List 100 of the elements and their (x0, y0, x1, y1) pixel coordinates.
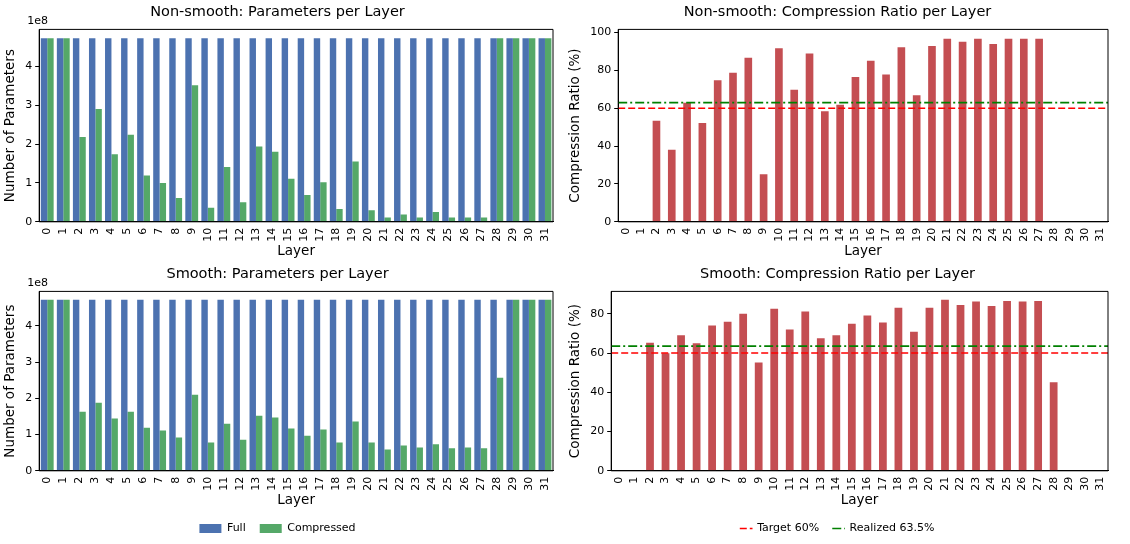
bar (255, 146, 263, 222)
x-tick-label: 19 (345, 227, 359, 242)
bar (40, 299, 48, 471)
bar (329, 299, 337, 471)
bar (63, 299, 70, 471)
x-tick-label: 5 (689, 476, 703, 484)
bar (95, 109, 102, 222)
bar (169, 299, 176, 471)
x-tick-label: 0 (611, 476, 625, 484)
bar (175, 437, 183, 471)
bar (223, 423, 231, 471)
x-tick-label: 11 (216, 476, 230, 491)
y-tick-label: 20 (590, 424, 605, 438)
bar (47, 299, 54, 471)
bar (111, 154, 118, 222)
bar (345, 38, 353, 222)
x-tick-label: 31 (1093, 227, 1107, 242)
x-tick-label: 8 (736, 476, 750, 484)
x-tick-label: 3 (88, 227, 102, 235)
bar (281, 299, 289, 471)
bar (847, 323, 856, 471)
bar (207, 207, 215, 222)
x-tick-label: 4 (104, 227, 118, 235)
x-tick-label: 6 (710, 227, 724, 235)
bar (754, 362, 763, 471)
bar (801, 311, 810, 471)
bar (474, 299, 481, 471)
bar (836, 104, 844, 222)
y-tick-label: 3 (25, 98, 33, 112)
x-tick-label: 17 (875, 476, 889, 491)
bar (943, 38, 952, 222)
bar (255, 415, 263, 471)
y-tick-label: 4 (25, 59, 33, 73)
x-tick-label: 14 (264, 227, 278, 242)
x-tick-label: 9 (184, 476, 198, 484)
x-tick-label: 21 (377, 227, 391, 242)
bar (377, 299, 385, 471)
bar (544, 299, 552, 471)
bar (400, 445, 407, 471)
x-tick-label: 8 (741, 227, 755, 235)
x-tick-label: 30 (1077, 476, 1091, 491)
y-tick-label: 3 (25, 354, 33, 368)
x-tick-label: 28 (489, 227, 503, 242)
bar (480, 448, 488, 471)
bar (816, 338, 825, 471)
bar (683, 102, 691, 222)
x-tick-label: 30 (1077, 227, 1091, 242)
x-tick-label: 20 (924, 227, 938, 242)
bar (368, 210, 375, 222)
x-tick-label: 16 (296, 476, 310, 491)
bar (288, 428, 295, 471)
x-tick-label: 2 (649, 227, 663, 235)
x-tick-label: 9 (184, 227, 198, 235)
bar (528, 38, 536, 222)
bar (442, 38, 449, 222)
bar (368, 442, 375, 471)
x-tick-label: 27 (1031, 476, 1044, 491)
bar (863, 315, 872, 471)
x-tick-label: 3 (658, 476, 672, 484)
x-tick-label: 13 (813, 476, 827, 491)
bar (233, 299, 240, 471)
bar (713, 80, 722, 222)
x-tick-label: 21 (937, 476, 951, 491)
bar (723, 321, 732, 471)
bar (458, 299, 465, 471)
bar (677, 335, 685, 471)
x-tick-label: 12 (232, 476, 246, 491)
bar (95, 402, 102, 471)
y-tick-label: 1 (25, 175, 33, 189)
x-axis-title: Layer (277, 242, 316, 259)
x-tick-label: 26 (1016, 227, 1030, 242)
bar (137, 299, 144, 471)
bar (72, 38, 80, 222)
x-tick-label: 28 (489, 476, 503, 491)
x-tick-label: 12 (798, 476, 812, 491)
bar (320, 429, 327, 471)
x-tick-label: 26 (457, 227, 471, 242)
bar (866, 60, 875, 222)
x-tick-label: 10 (767, 476, 781, 491)
chart-title: Non-smooth: Parameters per Layer (150, 3, 405, 20)
legend-label: Target 60% (756, 521, 820, 535)
bar (448, 448, 456, 471)
bar (974, 38, 982, 222)
bar (377, 38, 385, 222)
bar (40, 38, 48, 222)
bar (490, 299, 497, 471)
bar (410, 38, 417, 222)
x-tick-label: 19 (909, 227, 923, 242)
bar (775, 48, 783, 222)
bar (304, 435, 311, 471)
bar (304, 194, 311, 222)
bar (496, 377, 504, 471)
x-tick-label: 5 (695, 227, 709, 235)
bar (528, 299, 536, 471)
y-tick-label: 20 (597, 176, 612, 190)
x-tick-label: 2 (642, 476, 656, 484)
x-tick-label: 5 (120, 476, 134, 484)
x-tick-label: 7 (720, 476, 734, 484)
x-tick-label: 7 (152, 476, 166, 484)
y-tick-label: 60 (597, 101, 612, 115)
